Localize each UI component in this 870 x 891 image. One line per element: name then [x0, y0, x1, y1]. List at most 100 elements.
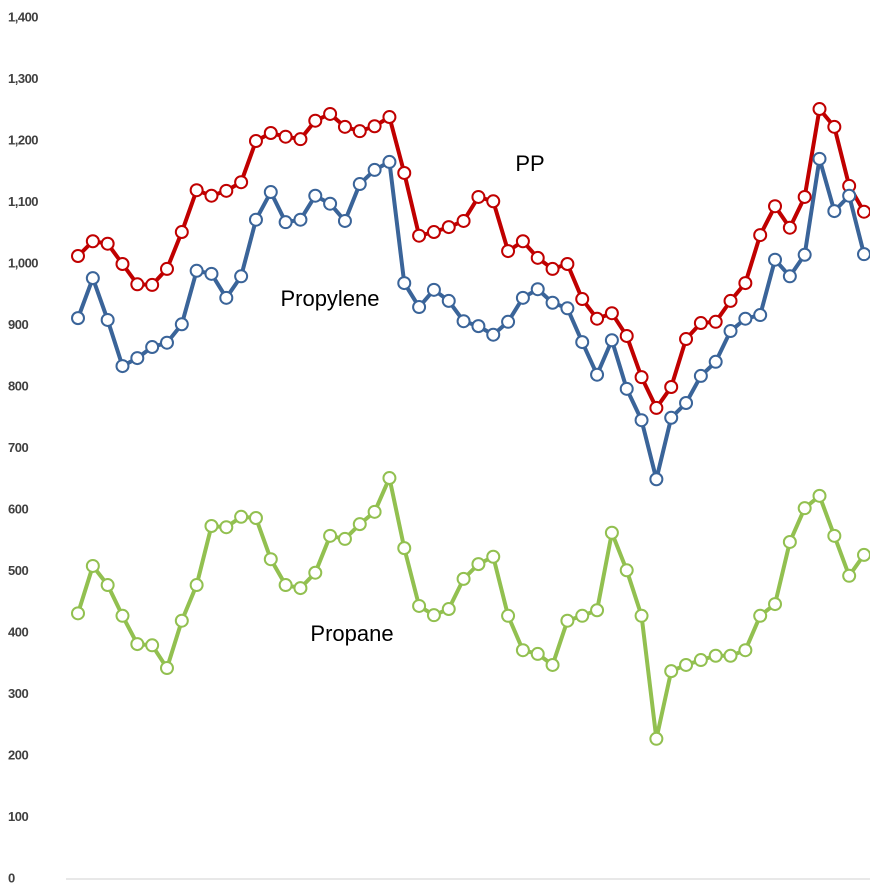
- series-label: Propylene: [280, 286, 379, 311]
- data-point: [857, 204, 870, 219]
- y-tick-label: 0: [8, 870, 15, 885]
- data-point: [71, 311, 85, 326]
- data-point: [693, 368, 708, 383]
- data-point: [679, 395, 694, 410]
- data-point: [100, 236, 115, 251]
- data-point: [471, 557, 486, 572]
- data-point: [293, 132, 308, 147]
- data-point: [71, 249, 85, 264]
- data-point: [619, 328, 634, 343]
- data-point: [827, 528, 842, 543]
- data-point: [323, 528, 338, 543]
- data-point: [337, 119, 352, 134]
- data-point: [85, 558, 100, 573]
- data-point: [159, 261, 174, 276]
- data-point: [857, 547, 870, 562]
- data-point: [145, 277, 160, 292]
- data-point: [634, 370, 649, 385]
- data-point: [501, 314, 516, 329]
- data-point: [797, 189, 812, 204]
- data-point: [159, 661, 174, 676]
- data-point: [753, 608, 768, 623]
- data-point: [486, 549, 501, 564]
- y-tick-label: 1,100: [8, 194, 38, 209]
- data-point: [797, 247, 812, 262]
- y-tick-label: 1,300: [8, 71, 38, 86]
- data-point: [397, 165, 412, 180]
- data-point: [204, 518, 219, 533]
- data-point: [130, 351, 145, 366]
- data-point: [471, 189, 486, 204]
- data-point: [753, 308, 768, 323]
- data-point: [604, 525, 619, 540]
- data-point: [278, 129, 293, 144]
- data-point: [130, 637, 145, 652]
- data-point: [693, 316, 708, 331]
- data-point: [693, 653, 708, 668]
- data-point: [679, 657, 694, 672]
- data-point: [382, 154, 397, 169]
- data-point: [545, 657, 560, 672]
- y-tick-label: 400: [8, 624, 28, 639]
- data-point: [575, 292, 590, 307]
- data-point: [397, 541, 412, 556]
- data-point: [590, 311, 605, 326]
- data-point: [501, 244, 516, 259]
- data-point: [441, 602, 456, 617]
- data-point: [337, 213, 352, 228]
- data-point: [812, 102, 827, 117]
- data-point: [679, 332, 694, 347]
- data-point: [590, 603, 605, 618]
- data-point: [471, 319, 486, 334]
- series-label: PP: [515, 151, 544, 176]
- data-point: [708, 354, 723, 369]
- data-point: [782, 269, 797, 284]
- data-point: [812, 488, 827, 503]
- data-point: [753, 228, 768, 243]
- data-point: [323, 196, 338, 211]
- data-point: [352, 124, 367, 139]
- data-point: [738, 276, 753, 291]
- data-point: [248, 510, 263, 525]
- data-point: [649, 472, 664, 487]
- data-point: [604, 333, 619, 348]
- series-line: [76, 107, 866, 410]
- data-point: [293, 581, 308, 596]
- data-point: [130, 277, 145, 292]
- y-tick-label: 100: [8, 809, 28, 824]
- data-point: [634, 413, 649, 428]
- data-point: [145, 638, 160, 653]
- data-point: [382, 471, 397, 486]
- data-point: [619, 563, 634, 578]
- data-point: [530, 250, 545, 265]
- data-point: [515, 290, 530, 305]
- data-point: [723, 648, 738, 663]
- data-point: [352, 517, 367, 532]
- data-point: [412, 598, 427, 613]
- data-point: [486, 194, 501, 209]
- data-point: [352, 177, 367, 192]
- data-point: [219, 290, 234, 305]
- data-point: [248, 134, 263, 148]
- data-point: [159, 335, 174, 350]
- data-point: [367, 162, 382, 177]
- data-point: [426, 608, 441, 623]
- data-point: [664, 664, 679, 679]
- data-point: [708, 648, 723, 663]
- y-tick-label: 600: [8, 501, 28, 516]
- data-point: [115, 359, 130, 374]
- data-point: [768, 597, 783, 612]
- data-point: [575, 608, 590, 623]
- data-point: [382, 110, 397, 125]
- data-point: [664, 410, 679, 425]
- data-point: [367, 504, 382, 519]
- data-point: [515, 643, 530, 658]
- series-label: Propane: [310, 621, 393, 646]
- data-point: [604, 306, 619, 321]
- data-point: [367, 119, 382, 134]
- data-point: [115, 608, 130, 623]
- data-point: [545, 295, 560, 310]
- data-point: [263, 126, 278, 141]
- data-point: [85, 234, 100, 249]
